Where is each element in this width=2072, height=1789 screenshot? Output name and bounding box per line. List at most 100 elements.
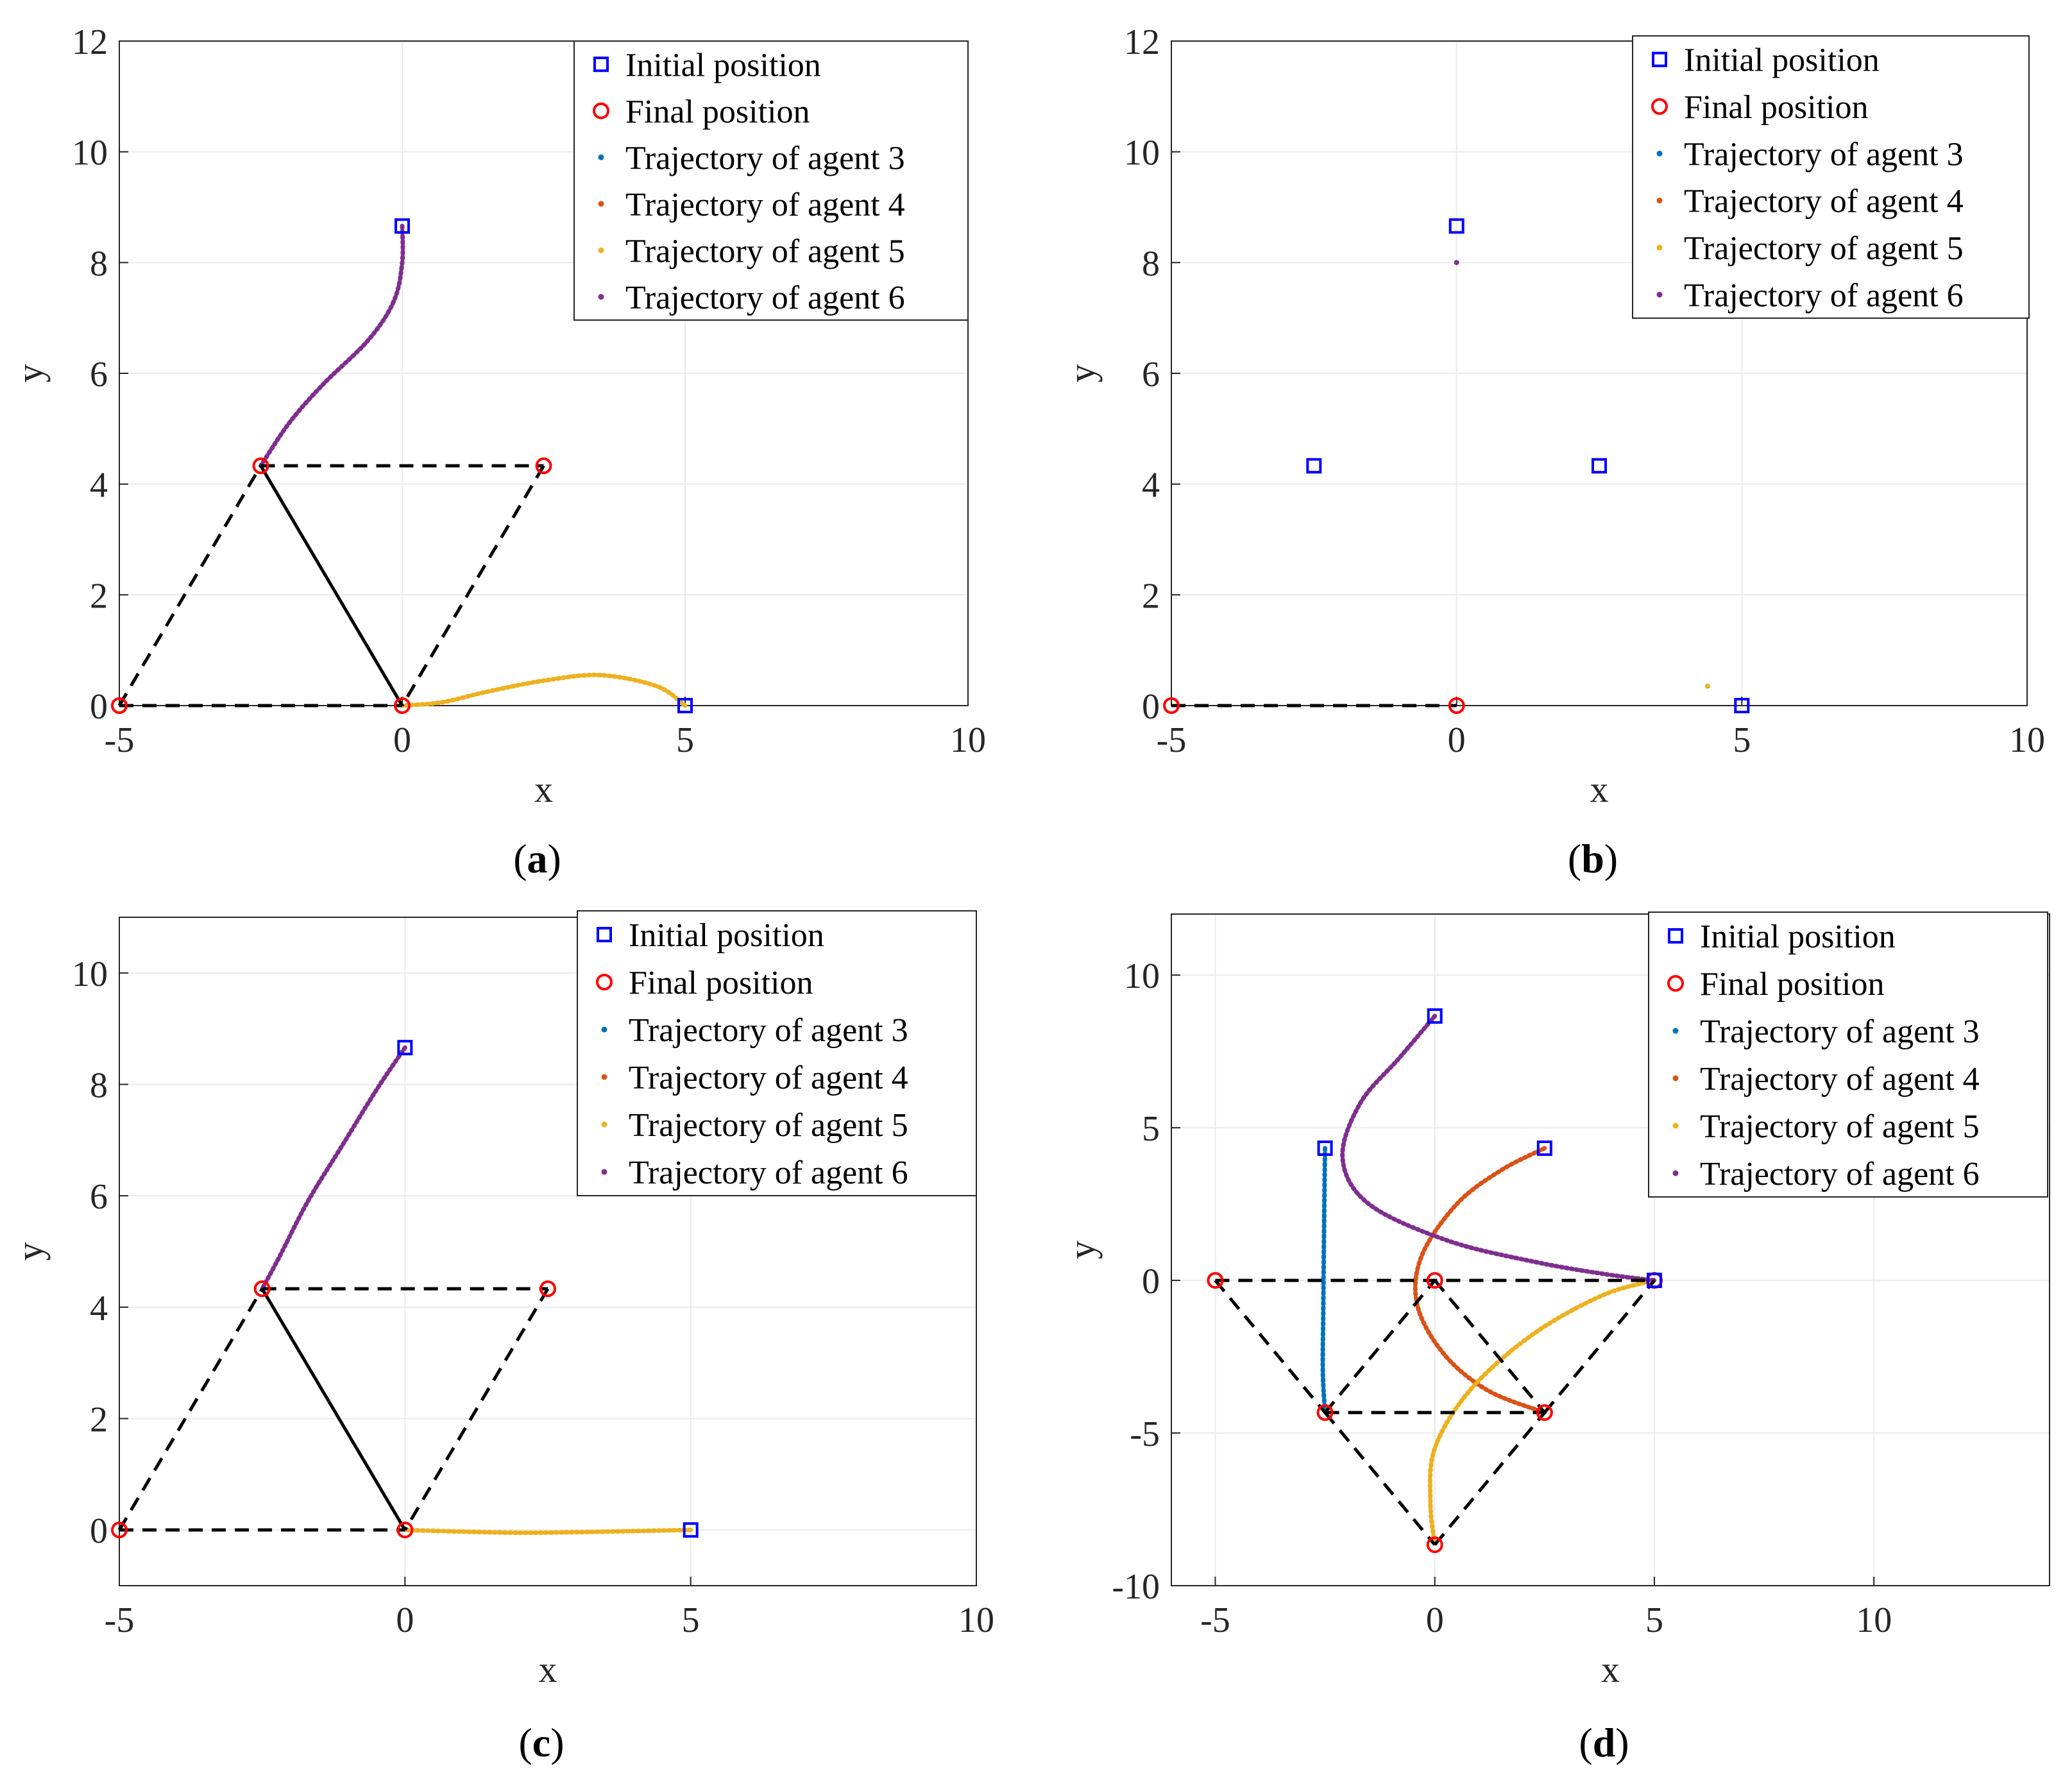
y-tick-label: 8 — [1142, 244, 1160, 284]
legend-label: Trajectory of agent 3 — [1684, 136, 1964, 173]
legend-label: Trajectory of agent 5 — [625, 233, 905, 269]
axes-box — [1171, 913, 2050, 1586]
solid-edge — [260, 1287, 407, 1531]
legend: Initial position Final position Trajectory… — [1632, 35, 2030, 319]
final-position-marker — [1207, 1272, 1224, 1289]
x-axis-label: x — [1590, 768, 1609, 810]
legend-label: Final position — [1684, 89, 1868, 126]
final-position-marker — [1448, 697, 1465, 714]
final-position-marker — [1426, 1272, 1443, 1289]
panel-label-letter: d — [1593, 1720, 1616, 1765]
dashed-edge — [117, 1287, 264, 1531]
y-tick-label: 12 — [72, 22, 108, 62]
panel-label-letter: c — [532, 1720, 550, 1765]
dashed-edge — [400, 464, 545, 707]
initial-position-marker — [1317, 1140, 1333, 1157]
y-tick-label: 10 — [72, 954, 108, 994]
x-tick-label: 0 — [393, 720, 411, 760]
y-tick-label: 10 — [72, 133, 108, 173]
final-position-marker — [1426, 1536, 1443, 1554]
legend-dot-icon — [1672, 1123, 1679, 1129]
legend-box — [577, 910, 977, 1196]
legend-circle-icon — [596, 974, 613, 990]
legend-label: Initial position — [625, 47, 821, 83]
legend-label: Trajectory of agent 4 — [625, 187, 905, 223]
x-tick-label: 0 — [396, 1600, 414, 1640]
x-tick-label: 5 — [676, 720, 694, 760]
legend-label: Trajectory of agent 6 — [625, 280, 905, 316]
panel-label: (b) — [1568, 836, 1618, 881]
y-tick-label: 0 — [90, 1511, 108, 1551]
trajectory-agent6 — [260, 1045, 407, 1291]
y-tick-label: 4 — [90, 1289, 108, 1328]
x-tick-label: -5 — [1200, 1600, 1230, 1640]
panel-label-letter: a — [527, 836, 548, 881]
x-tick-label: 10 — [1856, 1600, 1892, 1640]
y-tick-label: 0 — [1142, 1262, 1160, 1301]
x-tick-label: 5 — [682, 1600, 700, 1640]
panel-label-open: ( — [1579, 1720, 1592, 1765]
panel-label-close: ) — [1604, 836, 1618, 881]
legend-dot-icon — [1656, 244, 1663, 251]
dashed-edge — [1543, 1279, 1656, 1414]
final-position-marker — [1536, 1404, 1553, 1421]
y-tick-label: 0 — [1142, 687, 1160, 727]
panel-label: (c) — [518, 1720, 564, 1765]
y-tick-label: 2 — [1142, 576, 1160, 616]
legend-label: Trajectory of agent 5 — [1684, 230, 1964, 267]
trajectory-point-agent5 — [1704, 683, 1710, 689]
x-axis-label: x — [534, 768, 553, 810]
initial-position-marker — [1536, 1140, 1552, 1157]
final-position-marker — [253, 1280, 271, 1298]
legend-circle-icon — [1667, 975, 1684, 992]
final-position-marker — [111, 1522, 128, 1539]
panel-label-close: ) — [1615, 1720, 1629, 1765]
x-axis-label: x — [1601, 1649, 1620, 1690]
dashed-edge — [1433, 1279, 1546, 1414]
initial-position-marker — [1448, 218, 1465, 234]
y-axis-label: y — [9, 1242, 51, 1261]
legend-dot-icon — [601, 1074, 607, 1080]
x-tick-label: 0 — [1426, 1600, 1444, 1640]
y-tick-label: 6 — [90, 1177, 108, 1217]
legend-dot-icon — [601, 1121, 607, 1128]
panel-label: (a) — [513, 836, 561, 881]
legend-dot-icon — [601, 1026, 607, 1033]
y-axis-label: y — [1061, 1241, 1103, 1259]
legend-label: Final position — [625, 94, 810, 130]
trajectory-point-agent6 — [1454, 260, 1459, 266]
initial-position-marker — [683, 1522, 699, 1538]
legend-label: Trajectory of agent 6 — [1700, 1156, 1980, 1192]
dashed-edge — [1433, 1411, 1546, 1546]
dashed-edge — [1323, 1411, 1436, 1546]
legend-label: Final position — [1700, 966, 1884, 1003]
trajectory-agent3 — [1320, 1146, 1328, 1415]
initial-position-marker — [1427, 1008, 1443, 1024]
x-tick-label: 5 — [1733, 720, 1751, 760]
y-tick-label: 10 — [1124, 133, 1160, 173]
dashed-edge — [117, 464, 262, 707]
panel-label-open: ( — [513, 836, 527, 881]
y-axis-label: y — [9, 364, 51, 383]
y-tick-label: 8 — [90, 244, 108, 284]
legend-label: Trajectory of agent 4 — [1684, 183, 1964, 220]
x-axis-label: x — [539, 1649, 557, 1690]
x-tick-label: 5 — [1645, 1600, 1663, 1640]
x-tick-label: 0 — [1448, 720, 1466, 760]
legend: Initial position Final position Trajectory… — [573, 40, 969, 321]
trajectory-agent4 — [1413, 1146, 1547, 1415]
x-tick-label: -5 — [1157, 720, 1187, 760]
legend: Initial position Final position Trajectory… — [1648, 911, 2048, 1198]
final-position-marker — [252, 457, 269, 475]
legend-label: Trajectory of agent 3 — [1700, 1013, 1980, 1050]
legend-label: Trajectory of agent 6 — [1684, 277, 1964, 314]
legend-dot-icon — [601, 1169, 607, 1175]
x-tick-label: 10 — [950, 720, 986, 760]
initial-position-marker — [397, 1040, 413, 1056]
legend-circle-icon — [1651, 98, 1668, 115]
x-tick-label: -5 — [105, 1600, 135, 1640]
panel-label-open: ( — [518, 1720, 532, 1765]
initial-position-marker — [677, 698, 693, 713]
trajectory-agent5 — [402, 1527, 693, 1536]
